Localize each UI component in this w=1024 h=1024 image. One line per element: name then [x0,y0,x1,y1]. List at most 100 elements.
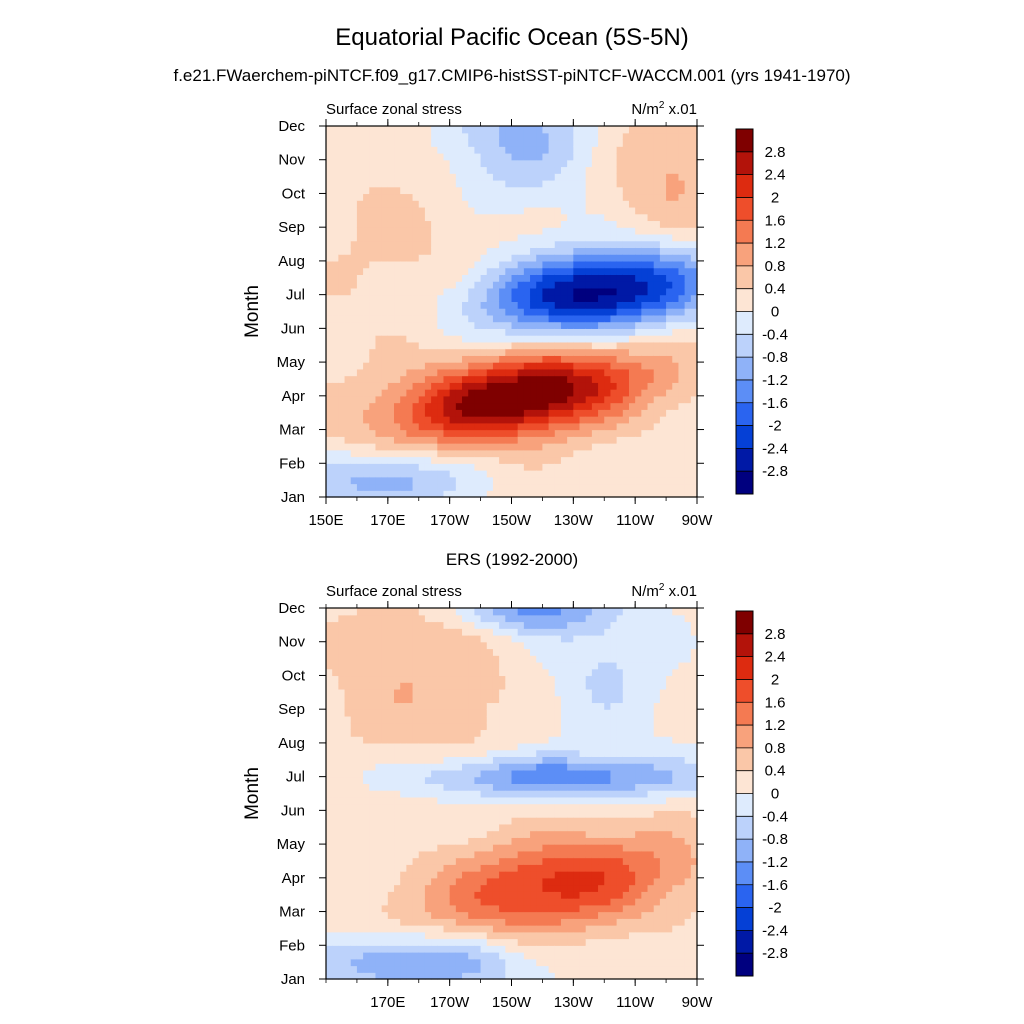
heatmap-cell [443,348,451,356]
heatmap-cell [499,422,506,431]
heatmap-cell [369,368,377,377]
heatmap-cell [604,409,612,417]
heatmap-cell [406,776,414,784]
heatmap-cell [579,220,587,228]
heatmap-cell [455,803,463,811]
heatmap-cell [616,463,624,471]
heatmap-cell [455,655,463,663]
heatmap-cell [338,146,346,154]
heatmap-cell [659,173,667,181]
heatmap-cell [684,449,692,458]
heatmap-cell [530,294,537,302]
heatmap-cell [635,233,642,242]
heatmap-cell [332,389,339,397]
heatmap-cell [554,368,562,377]
heatmap-cell [356,247,364,255]
heatmap-cell [338,884,346,892]
heatmap-cell [486,763,494,771]
heatmap-cell [394,294,401,302]
heatmap-cell [449,776,457,784]
heatmap-cell [437,254,445,262]
heatmap-cell [567,422,574,431]
heatmap-cell [332,301,339,309]
heatmap-cell [418,179,426,188]
heatmap-cell [326,395,333,404]
heatmap-cell [387,308,395,316]
heatmap-cell [492,783,500,791]
heatmap-cell [381,443,389,451]
heatmap-cell [480,416,488,424]
heatmap-cell [369,634,377,643]
heatmap-cell [344,240,352,249]
heatmap-cell [455,918,463,926]
heatmap-cell [530,429,537,437]
heatmap-cell [684,233,692,242]
heatmap-cell [369,328,377,336]
heatmap-cell [406,688,414,697]
heatmap-cell [418,682,426,690]
heatmap-cell [610,362,618,370]
heatmap-cell [363,796,370,805]
heatmap-cell [431,179,438,188]
heatmap-cell [363,254,370,262]
heatmap-cell [653,348,661,356]
heatmap-cell [492,925,500,933]
heatmap-cell [486,281,494,289]
heatmap-cell [505,132,513,141]
heatmap-cell [443,240,451,249]
heatmap-cell [536,206,544,215]
heatmap-cell [455,443,463,451]
heatmap-cell [338,898,346,906]
heatmap-cell [499,621,506,629]
heatmap-cell [523,443,531,451]
heatmap-cell [338,655,346,663]
heatmap-cell [394,355,401,363]
heatmap-cell [418,641,426,650]
heatmap-cell [394,945,401,953]
heatmap-cell [573,402,581,410]
heatmap-cell [443,287,451,296]
heatmap-cell [523,362,531,370]
heatmap-cell [585,247,593,255]
heatmap-cell [492,756,500,764]
heatmap-cell [585,341,593,350]
heatmap-cell [387,193,395,201]
heatmap-cell [567,254,574,262]
heatmap-cell [400,729,407,737]
heatmap-cell [542,341,550,350]
heatmap-cell [560,294,568,302]
heatmap-cell [622,335,630,343]
heatmap-cell [554,416,562,424]
heatmap-cell [369,173,377,181]
heatmap-cell [369,139,377,147]
heatmap-cell [567,193,574,201]
heatmap-cell [684,240,692,249]
heatmap-cell [350,281,358,289]
heatmap-cell [381,682,389,690]
heatmap-cell [672,409,680,417]
heatmap-cell [647,233,655,242]
heatmap-cell [326,769,333,778]
heatmap-cell [560,436,568,444]
heatmap-cell [468,776,475,784]
heatmap-cell [647,402,655,410]
heatmap-cell [511,240,519,249]
heatmap-cell [474,925,482,933]
heatmap-cell [486,790,494,798]
heatmap-cell [369,763,377,771]
heatmap-cell [332,490,339,498]
heatmap-cell [455,314,463,323]
heatmap-cell [560,490,568,498]
heatmap-cell [326,254,333,262]
heatmap-cell [511,422,519,431]
heatmap-cell [363,409,370,417]
heatmap-cell [338,749,346,757]
heatmap-cell [585,456,593,464]
heatmap-cell [412,810,420,818]
heatmap-cell [622,456,630,464]
heatmap-cell [684,220,692,228]
heatmap-cell [344,682,352,690]
heatmap-cell [480,456,488,464]
heatmap-cell [579,389,587,397]
heatmap-cell [499,267,506,275]
